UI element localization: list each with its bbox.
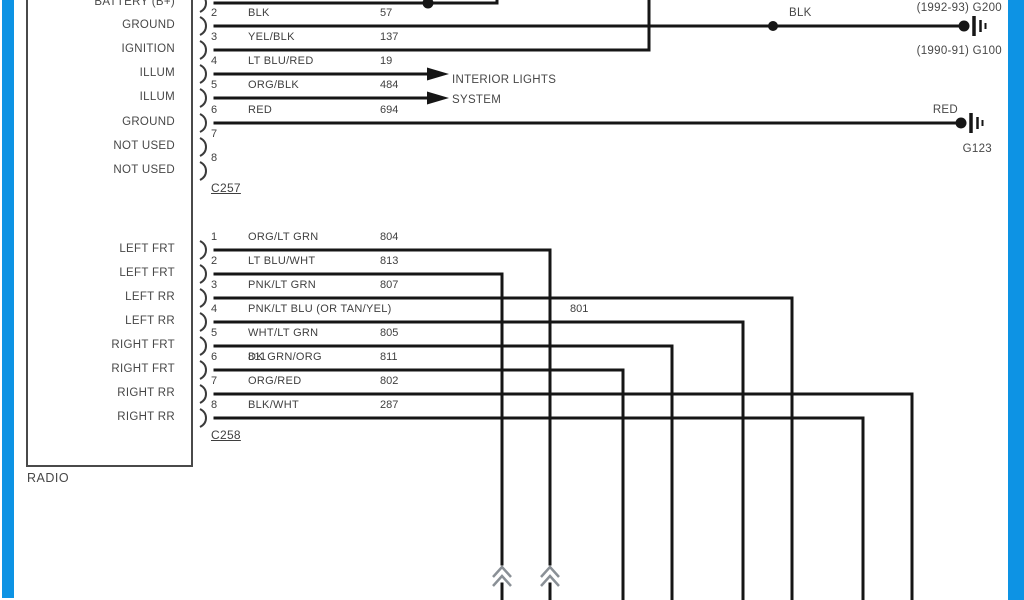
wire-color: WHT/LT GRN [248, 327, 319, 339]
circuit-number: 484 [380, 79, 399, 91]
wire-c258-pin3 [213, 296, 794, 600]
circuit-number: 19 [380, 55, 393, 67]
interior-lights-label-line2: SYSTEM [452, 94, 502, 106]
circuit-number: 287 [380, 399, 399, 411]
pin-number: 8 [211, 152, 218, 164]
pin-number: 1 [211, 231, 218, 243]
fn-label-notused-2: NOT USED [113, 164, 175, 176]
wire-color: ORG/RED [248, 375, 302, 387]
wire-c258-pin4 [213, 320, 745, 600]
ground-label-g123: G123 [962, 143, 992, 155]
circuit-number: 804 [380, 231, 399, 243]
fn-label-notused-1: NOT USED [113, 140, 175, 152]
fn-label-left-frt-1: LEFT FRT [119, 243, 175, 255]
wire-c258-pin8 [213, 416, 865, 600]
wire-color: DK GRN/ORG [248, 351, 322, 363]
pin-number: 5 [211, 79, 218, 91]
fn-label-battery: BATTERY (B+) [94, 0, 175, 8]
wire-c258-pin1 [213, 248, 552, 600]
pin-number: 2 [211, 7, 218, 19]
fn-label-ground-2: GROUND [122, 116, 175, 128]
circuit-number: 813 [380, 255, 399, 267]
ground-label-g200: (1992-93) G200 [916, 2, 1002, 14]
fn-label-right-rr-1: RIGHT RR [117, 387, 175, 399]
wire-c257-pin1-battery [213, 0, 499, 5]
wire-color: ORG/LT GRN [248, 231, 319, 243]
pin-number: 4 [211, 303, 218, 315]
arrow-icon-illum-1 [427, 67, 449, 81]
pin-number: 2 [211, 255, 218, 267]
pin-number: 6 [211, 104, 218, 116]
radio-component-label: RADIO [27, 471, 70, 485]
right-border-stripe [1008, 0, 1024, 600]
wire-color: PNK/LT BLU (OR TAN/YEL) [248, 303, 392, 315]
wire-c258-pin6 [213, 368, 625, 600]
radio-component-box [26, 0, 193, 467]
fn-label-right-rr-2: RIGHT RR [117, 411, 175, 423]
wire-c257-pin3-yelblk-ignition [213, 0, 651, 52]
connector-label-c258: C258 [211, 428, 241, 442]
wire-color: BLK/WHT [248, 399, 299, 411]
connector-pin-brackets [199, 0, 207, 428]
circuit-number: 807 [380, 279, 399, 291]
pin-number: 7 [211, 375, 218, 387]
arrow-icon-illum-2 [427, 91, 449, 105]
circuit-number: 57 [380, 7, 393, 19]
left-border-stripe [2, 0, 14, 598]
connector-label-c257: C257 [211, 181, 241, 195]
circuit-number: 802 [380, 375, 399, 387]
wire-color: BLK [248, 7, 270, 19]
fn-label-right-frt-1: RIGHT FRT [111, 339, 175, 351]
wire-color: RED [248, 104, 273, 116]
wire-color-blk-label: BLK [789, 7, 812, 19]
pin-number: 3 [211, 31, 218, 43]
pin-number: 6 [211, 351, 218, 363]
circuit-number: 805 [380, 327, 399, 339]
wire-color: YEL/BLK [248, 31, 295, 43]
pin-number: 7 [211, 128, 218, 140]
fn-label-left-rr-2: LEFT RR [125, 315, 175, 327]
circuit-number: 801 [570, 303, 589, 315]
inline-connector-chevrons [492, 565, 560, 587]
circuit-number: 694 [380, 104, 399, 116]
wire-color: 811 [248, 351, 267, 363]
circuit-number: 811 [380, 351, 398, 363]
wire-color: PNK/LT GRN [248, 279, 316, 291]
ground-symbol-g123 [955, 113, 984, 133]
fn-label-illum-1: ILLUM [139, 67, 175, 79]
wire-c258-pin5 [213, 344, 674, 600]
pin-number: 4 [211, 55, 218, 67]
ground-symbol-g200-g100 [958, 16, 987, 36]
wire-color: LT BLU/WHT [248, 255, 316, 267]
ground-label-g100: (1990-91) G100 [916, 45, 1002, 57]
wire-color: ORG/BLK [248, 79, 300, 91]
wire-c258-pin7 [213, 392, 914, 600]
wire-color-red-label: RED [932, 104, 958, 116]
splice-dot-battery [422, 0, 434, 9]
fn-label-illum-2: ILLUM [139, 91, 175, 103]
pin-number: 3 [211, 279, 218, 291]
circuit-number: 137 [380, 31, 399, 43]
splice-dot-blk-ground [768, 21, 778, 31]
fn-label-ignition: IGNITION [121, 43, 175, 55]
pin-number: 8 [211, 399, 218, 411]
fn-label-left-frt-2: LEFT FRT [119, 267, 175, 279]
fn-label-right-frt-2: RIGHT FRT [111, 363, 175, 375]
wire-color: LT BLU/RED [248, 55, 314, 67]
interior-lights-label-line1: INTERIOR LIGHTS [452, 74, 557, 86]
fn-label-ground-1: GROUND [122, 19, 175, 31]
fn-label-left-rr-1: LEFT RR [125, 291, 175, 303]
pin-number: 5 [211, 327, 218, 339]
